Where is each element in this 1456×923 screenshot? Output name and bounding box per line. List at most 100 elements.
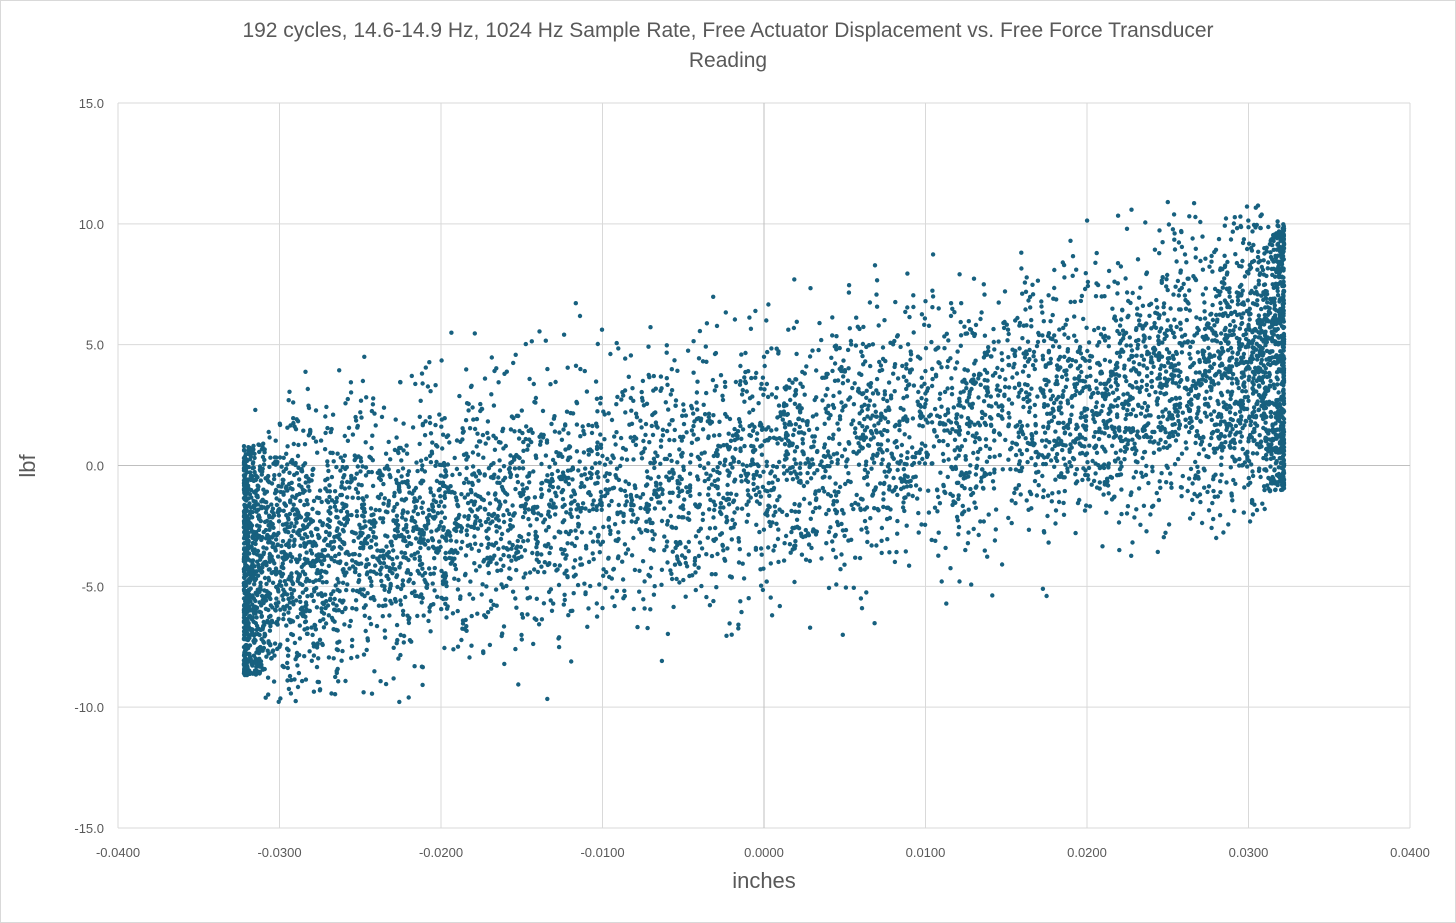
data-point bbox=[631, 512, 636, 517]
data-point bbox=[904, 484, 910, 489]
data-point bbox=[1215, 317, 1220, 322]
data-point bbox=[535, 569, 541, 575]
data-point bbox=[623, 551, 629, 556]
data-point bbox=[929, 339, 934, 345]
data-point bbox=[507, 511, 512, 517]
data-point bbox=[1031, 354, 1036, 359]
data-point bbox=[464, 367, 469, 372]
data-point bbox=[1275, 293, 1281, 298]
data-point bbox=[340, 458, 346, 464]
data-point bbox=[670, 467, 675, 472]
data-point bbox=[367, 615, 372, 621]
data-point bbox=[263, 695, 268, 700]
data-point bbox=[789, 508, 794, 514]
data-point bbox=[386, 498, 392, 504]
data-point bbox=[535, 550, 540, 556]
data-point bbox=[1100, 403, 1106, 408]
data-point bbox=[949, 392, 955, 397]
data-point bbox=[974, 463, 980, 469]
data-point bbox=[942, 334, 947, 339]
data-point bbox=[287, 481, 292, 487]
data-point bbox=[803, 557, 809, 562]
data-point bbox=[255, 487, 261, 492]
data-point bbox=[730, 433, 736, 438]
data-point bbox=[834, 582, 839, 587]
data-point bbox=[852, 381, 857, 386]
data-point bbox=[1176, 373, 1182, 379]
data-point bbox=[711, 453, 716, 459]
data-point bbox=[940, 451, 946, 457]
data-point bbox=[435, 594, 440, 599]
data-point bbox=[908, 483, 913, 489]
data-point bbox=[1019, 387, 1024, 393]
data-point bbox=[706, 414, 711, 420]
data-point bbox=[1205, 489, 1210, 495]
data-point bbox=[1157, 251, 1162, 256]
data-point bbox=[349, 644, 355, 649]
data-point bbox=[1038, 386, 1043, 391]
data-point bbox=[325, 459, 330, 464]
data-point bbox=[616, 554, 621, 559]
data-point bbox=[1220, 267, 1225, 272]
data-point bbox=[1095, 390, 1101, 395]
data-point bbox=[1135, 434, 1141, 439]
data-point bbox=[287, 673, 293, 679]
data-point bbox=[833, 493, 839, 498]
data-point bbox=[1204, 454, 1209, 459]
data-point bbox=[1108, 409, 1113, 414]
data-point bbox=[1052, 333, 1057, 338]
data-point bbox=[336, 580, 341, 585]
data-point bbox=[723, 457, 728, 462]
data-point bbox=[247, 501, 252, 506]
data-point bbox=[325, 489, 330, 494]
data-point bbox=[326, 500, 331, 505]
data-point bbox=[454, 517, 459, 522]
data-point bbox=[401, 421, 406, 426]
data-point bbox=[254, 650, 259, 655]
data-point bbox=[370, 402, 376, 407]
data-point bbox=[864, 525, 869, 531]
data-point bbox=[500, 428, 505, 434]
data-point bbox=[768, 561, 773, 566]
data-point bbox=[340, 501, 345, 506]
data-point bbox=[853, 343, 859, 348]
data-point bbox=[584, 546, 589, 551]
data-point bbox=[274, 489, 279, 494]
data-point bbox=[746, 552, 751, 557]
data-point bbox=[1027, 489, 1033, 494]
data-point bbox=[1121, 392, 1126, 397]
data-point bbox=[548, 382, 553, 387]
data-point bbox=[645, 625, 650, 631]
data-point bbox=[1079, 293, 1085, 299]
data-point bbox=[870, 391, 876, 396]
data-point bbox=[591, 498, 596, 503]
data-point bbox=[520, 615, 526, 620]
data-point bbox=[383, 681, 389, 687]
data-point bbox=[781, 464, 786, 469]
data-point bbox=[1119, 487, 1124, 492]
data-point bbox=[399, 474, 404, 479]
data-point bbox=[635, 624, 640, 630]
data-point bbox=[433, 422, 438, 428]
data-point bbox=[798, 461, 803, 466]
data-point bbox=[748, 433, 754, 438]
data-point bbox=[625, 547, 631, 552]
data-point bbox=[865, 530, 870, 535]
data-point bbox=[733, 379, 739, 385]
data-point bbox=[801, 483, 807, 489]
data-point bbox=[942, 389, 948, 395]
data-point bbox=[335, 666, 340, 672]
data-point bbox=[286, 648, 291, 653]
data-point bbox=[1028, 305, 1033, 310]
data-point bbox=[1165, 465, 1170, 470]
data-point bbox=[726, 473, 731, 478]
data-point bbox=[746, 499, 751, 504]
data-point bbox=[282, 579, 287, 584]
data-point bbox=[588, 583, 593, 589]
data-point bbox=[272, 473, 277, 478]
data-point bbox=[568, 507, 573, 512]
data-point bbox=[881, 497, 886, 502]
data-point bbox=[1260, 374, 1266, 380]
data-point bbox=[1155, 549, 1161, 555]
data-point bbox=[721, 505, 726, 510]
